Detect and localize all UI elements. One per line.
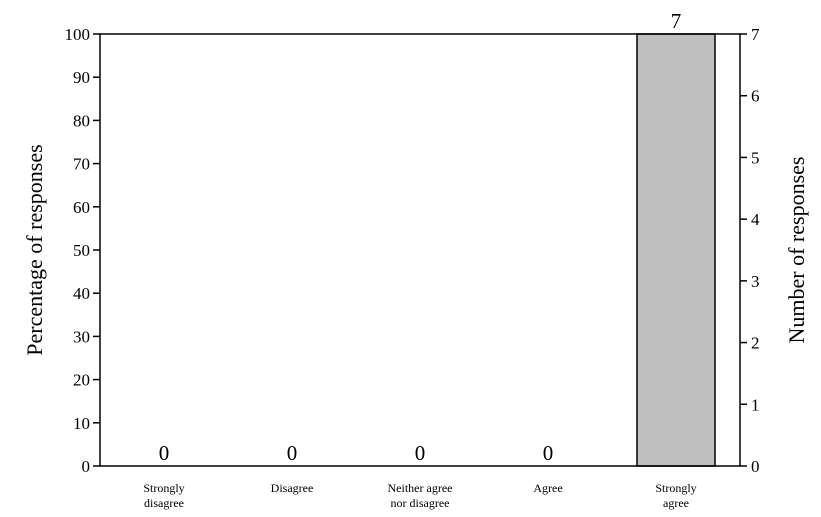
right-axis-title: Number of responses — [784, 157, 809, 344]
left-tick-label: 70 — [73, 155, 90, 174]
left-tick-label: 90 — [73, 68, 90, 87]
left-axis-title: Percentage of responses — [22, 144, 47, 355]
right-tick-label: 7 — [751, 25, 760, 44]
category-label: Disagree — [271, 481, 314, 495]
bar-data-label: 0 — [543, 441, 554, 465]
bar — [636, 33, 716, 467]
bar-data-label: 7 — [671, 9, 682, 33]
left-tick-label: 40 — [73, 284, 90, 303]
category-label: Neither agree nor disagree — [388, 481, 453, 510]
left-tick-label: 80 — [73, 111, 90, 130]
right-axis: 0 1 2 3 4 5 6 7 — [740, 25, 760, 476]
right-tick-label: 2 — [751, 334, 760, 353]
right-tick-label: 3 — [751, 272, 760, 291]
category-label: Strongly disagree — [143, 481, 184, 510]
right-tick-label: 5 — [751, 148, 760, 167]
right-tick-label: 4 — [751, 210, 760, 229]
left-tick-label: 50 — [73, 241, 90, 260]
category-label: Strongly agree — [655, 481, 696, 510]
left-tick-label: 0 — [82, 457, 91, 476]
bar-data-label: 0 — [159, 441, 170, 465]
right-tick-label: 0 — [751, 457, 760, 476]
category-label: Agree — [533, 481, 562, 495]
chart-marks: 0 0 0 0 7 — [159, 9, 716, 467]
right-tick-label: 6 — [751, 87, 760, 106]
left-tick-label: 20 — [73, 371, 90, 390]
bar-data-label: 0 — [415, 441, 426, 465]
left-tick-label: 30 — [73, 327, 90, 346]
right-tick-label: 1 — [751, 395, 760, 414]
left-tick-label: 60 — [73, 198, 90, 217]
left-axis: 0 10 20 30 40 50 60 70 80 90 100 — [65, 25, 100, 476]
category-axis: Strongly disagree Disagree Neither agree nor… — [143, 481, 696, 510]
left-tick-label: 10 — [73, 414, 90, 433]
left-tick-label: 100 — [65, 25, 91, 44]
bar-data-label: 0 — [287, 441, 298, 465]
